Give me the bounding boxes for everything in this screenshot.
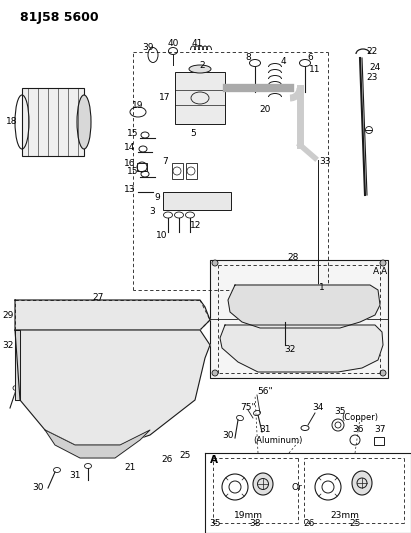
Text: 8: 8 xyxy=(245,52,251,61)
Text: 24: 24 xyxy=(369,63,381,72)
Bar xyxy=(172,163,183,179)
Polygon shape xyxy=(228,285,380,328)
Bar xyxy=(163,192,231,210)
Text: Or: Or xyxy=(292,482,302,491)
Text: 13: 13 xyxy=(124,185,136,195)
Circle shape xyxy=(212,260,218,266)
Text: 7: 7 xyxy=(162,157,168,166)
Polygon shape xyxy=(45,430,150,458)
Circle shape xyxy=(380,370,386,376)
Text: 40: 40 xyxy=(167,39,179,49)
Text: 5: 5 xyxy=(190,128,196,138)
Text: 19mm: 19mm xyxy=(233,511,263,520)
Text: 17: 17 xyxy=(159,93,171,101)
Text: 75": 75" xyxy=(240,403,256,413)
Text: 16: 16 xyxy=(124,158,136,167)
Text: 22: 22 xyxy=(366,47,378,56)
Text: 29: 29 xyxy=(2,311,14,319)
Bar xyxy=(186,163,197,179)
Text: 10: 10 xyxy=(156,231,168,240)
Text: 3: 3 xyxy=(149,207,155,216)
Circle shape xyxy=(212,370,218,376)
Text: 20: 20 xyxy=(259,106,271,115)
Text: 36: 36 xyxy=(352,425,364,434)
Text: 2: 2 xyxy=(199,61,205,70)
Text: 9: 9 xyxy=(154,193,160,203)
Text: 15: 15 xyxy=(127,128,139,138)
Polygon shape xyxy=(220,325,383,372)
Text: 30: 30 xyxy=(222,431,234,440)
Text: A: A xyxy=(381,268,387,277)
Text: 27: 27 xyxy=(92,293,104,302)
Text: 30: 30 xyxy=(32,483,44,492)
Polygon shape xyxy=(15,300,210,330)
Text: 38: 38 xyxy=(249,520,261,529)
Text: 4: 4 xyxy=(280,58,286,67)
Text: A: A xyxy=(210,455,218,465)
Text: 15: 15 xyxy=(127,167,139,176)
Circle shape xyxy=(380,260,386,266)
Bar xyxy=(374,437,384,445)
Text: 37: 37 xyxy=(374,425,386,434)
Ellipse shape xyxy=(352,471,372,495)
Text: 56": 56" xyxy=(257,387,273,397)
Text: 25: 25 xyxy=(179,450,191,459)
Ellipse shape xyxy=(189,65,211,73)
Text: 25: 25 xyxy=(349,520,361,529)
Text: (Aluminum): (Aluminum) xyxy=(253,435,302,445)
Text: 34: 34 xyxy=(312,403,324,413)
Text: 31: 31 xyxy=(69,472,81,481)
Bar xyxy=(137,163,147,171)
Text: 14: 14 xyxy=(124,143,136,152)
Ellipse shape xyxy=(253,473,273,495)
Text: 32: 32 xyxy=(2,341,14,350)
Polygon shape xyxy=(15,330,210,445)
Text: 21: 21 xyxy=(124,464,136,472)
Text: 23: 23 xyxy=(366,74,378,83)
Ellipse shape xyxy=(77,95,91,149)
Text: 28: 28 xyxy=(287,254,299,262)
Text: 41: 41 xyxy=(191,38,203,47)
Text: 18: 18 xyxy=(6,117,18,125)
Text: 32: 32 xyxy=(284,345,296,354)
Text: 26: 26 xyxy=(161,456,173,464)
Text: 39: 39 xyxy=(142,44,154,52)
Text: 19: 19 xyxy=(132,101,144,110)
Text: 33: 33 xyxy=(319,157,331,166)
Text: 31: 31 xyxy=(259,425,271,434)
Text: (Copper): (Copper) xyxy=(342,414,379,423)
Text: 1: 1 xyxy=(319,284,325,293)
Text: 23mm: 23mm xyxy=(330,511,360,520)
Text: 26: 26 xyxy=(303,520,315,529)
Text: 12: 12 xyxy=(190,221,202,230)
Bar xyxy=(175,72,225,124)
Text: A: A xyxy=(373,268,379,277)
Text: 11: 11 xyxy=(309,66,321,75)
Bar xyxy=(210,260,388,378)
Text: 35: 35 xyxy=(209,520,221,529)
Text: 81J58 5600: 81J58 5600 xyxy=(20,12,99,25)
Text: 6: 6 xyxy=(307,52,313,61)
Polygon shape xyxy=(15,330,20,400)
Bar xyxy=(22,88,84,156)
Text: 35: 35 xyxy=(334,408,346,416)
